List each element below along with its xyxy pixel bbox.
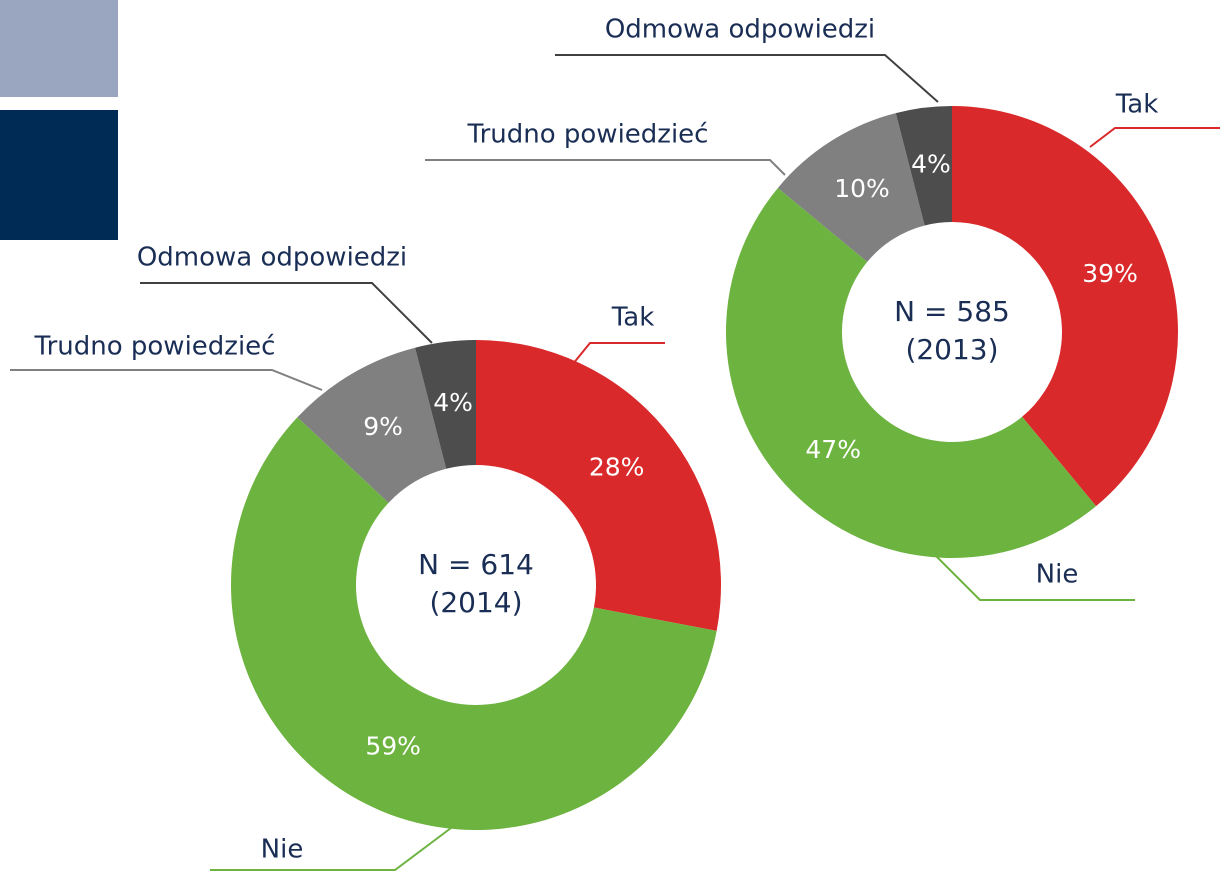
decor-square [0, 110, 118, 240]
leader-line [10, 369, 323, 391]
value-label: 10% [834, 174, 890, 203]
donut-slice [895, 106, 952, 226]
donut-slice [777, 113, 925, 262]
leader-line [425, 159, 786, 176]
category-label: Odmowa odpowiedzi [137, 243, 407, 273]
leader-line [1089, 127, 1220, 148]
center-label: (2013) [905, 333, 998, 366]
category-label: Trudno powiedzieć [467, 120, 709, 150]
donut-slice [476, 340, 721, 631]
category-label: Trudno powiedzieć [34, 332, 276, 362]
category-label: Tak [611, 303, 655, 333]
leader-line [555, 54, 939, 103]
leader-line [210, 824, 456, 871]
leader-line [567, 342, 665, 371]
value-label: 4% [433, 388, 473, 417]
value-label: 28% [589, 453, 645, 482]
value-label: 4% [911, 149, 951, 178]
leader-line [140, 282, 433, 344]
category-label: Odmowa odpowiedzi [605, 15, 875, 45]
value-label: 9% [363, 412, 403, 441]
donut-slice [415, 340, 476, 469]
donut-slice [231, 417, 717, 830]
category-label: Nie [261, 835, 304, 865]
category-label: Tak [1115, 90, 1159, 120]
leader-line [934, 554, 1135, 601]
donut-slice [297, 347, 447, 503]
center-label: N = 585 [894, 295, 1010, 328]
center-label: (2014) [429, 586, 522, 619]
decor-square [0, 0, 118, 97]
center-label: N = 614 [418, 548, 534, 581]
value-label: 47% [805, 435, 861, 464]
donut-slice [726, 187, 1097, 559]
value-label: 59% [365, 732, 421, 761]
value-label: 39% [1082, 259, 1138, 288]
category-label: Nie [1036, 560, 1079, 590]
donut-slice [952, 106, 1178, 507]
